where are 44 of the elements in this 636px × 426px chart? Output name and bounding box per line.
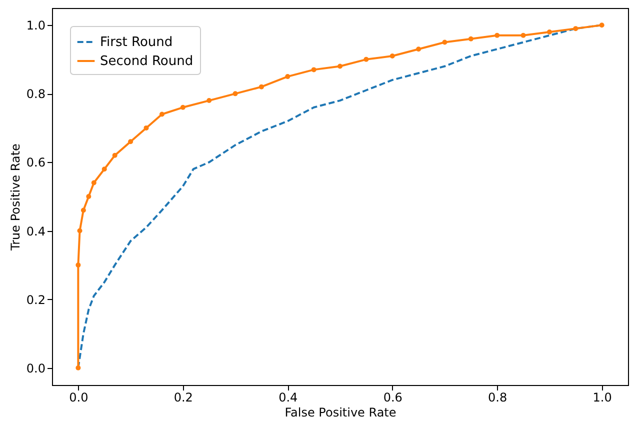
- point: [180, 104, 186, 110]
- x-tick-label: 0.8: [488, 390, 508, 404]
- point: [520, 32, 526, 38]
- point: [468, 36, 474, 42]
- point: [102, 166, 107, 172]
- point: [128, 139, 134, 144]
- point: [258, 84, 264, 90]
- point: [77, 228, 82, 234]
- point: [442, 40, 448, 45]
- point: [144, 125, 149, 130]
- x-tick-label: 0.0: [69, 390, 88, 404]
- y-tick-label: 0.6: [26, 156, 46, 170]
- point: [573, 26, 578, 32]
- point: [364, 56, 369, 62]
- point: [76, 365, 81, 370]
- point: [311, 67, 316, 72]
- point: [76, 262, 81, 268]
- point: [112, 152, 118, 158]
- point: [338, 64, 342, 69]
- point: [80, 208, 86, 213]
- point: [494, 32, 500, 38]
- point: [599, 22, 604, 28]
- point: [232, 91, 238, 96]
- y-tick-label: 0.4: [26, 224, 46, 238]
- point: [206, 98, 212, 104]
- x-tick-label: 1.0: [592, 390, 612, 404]
- y-tick-label: 0.2: [26, 292, 46, 307]
- legend-label: Second Round: [100, 54, 194, 69]
- point: [91, 180, 96, 186]
- x-tick-label: 0.2: [174, 390, 193, 404]
- legend-label: First Round: [100, 35, 173, 50]
- point: [159, 112, 164, 117]
- y-axis-title: True Positive Rate: [8, 144, 22, 252]
- point: [285, 74, 290, 80]
- x-tick-label: 0.6: [383, 390, 402, 404]
- x-tick-label: 0.4: [278, 390, 298, 404]
- point: [546, 29, 552, 34]
- y-tick-label: 1.0: [26, 18, 46, 33]
- y-tick-label: 0.8: [26, 87, 46, 102]
- y-tick-label: 0.0: [26, 361, 46, 376]
- x-axis-title: False Positive Rate: [284, 406, 396, 420]
- point: [390, 53, 395, 58]
- point: [416, 46, 422, 52]
- point: [86, 194, 92, 199]
